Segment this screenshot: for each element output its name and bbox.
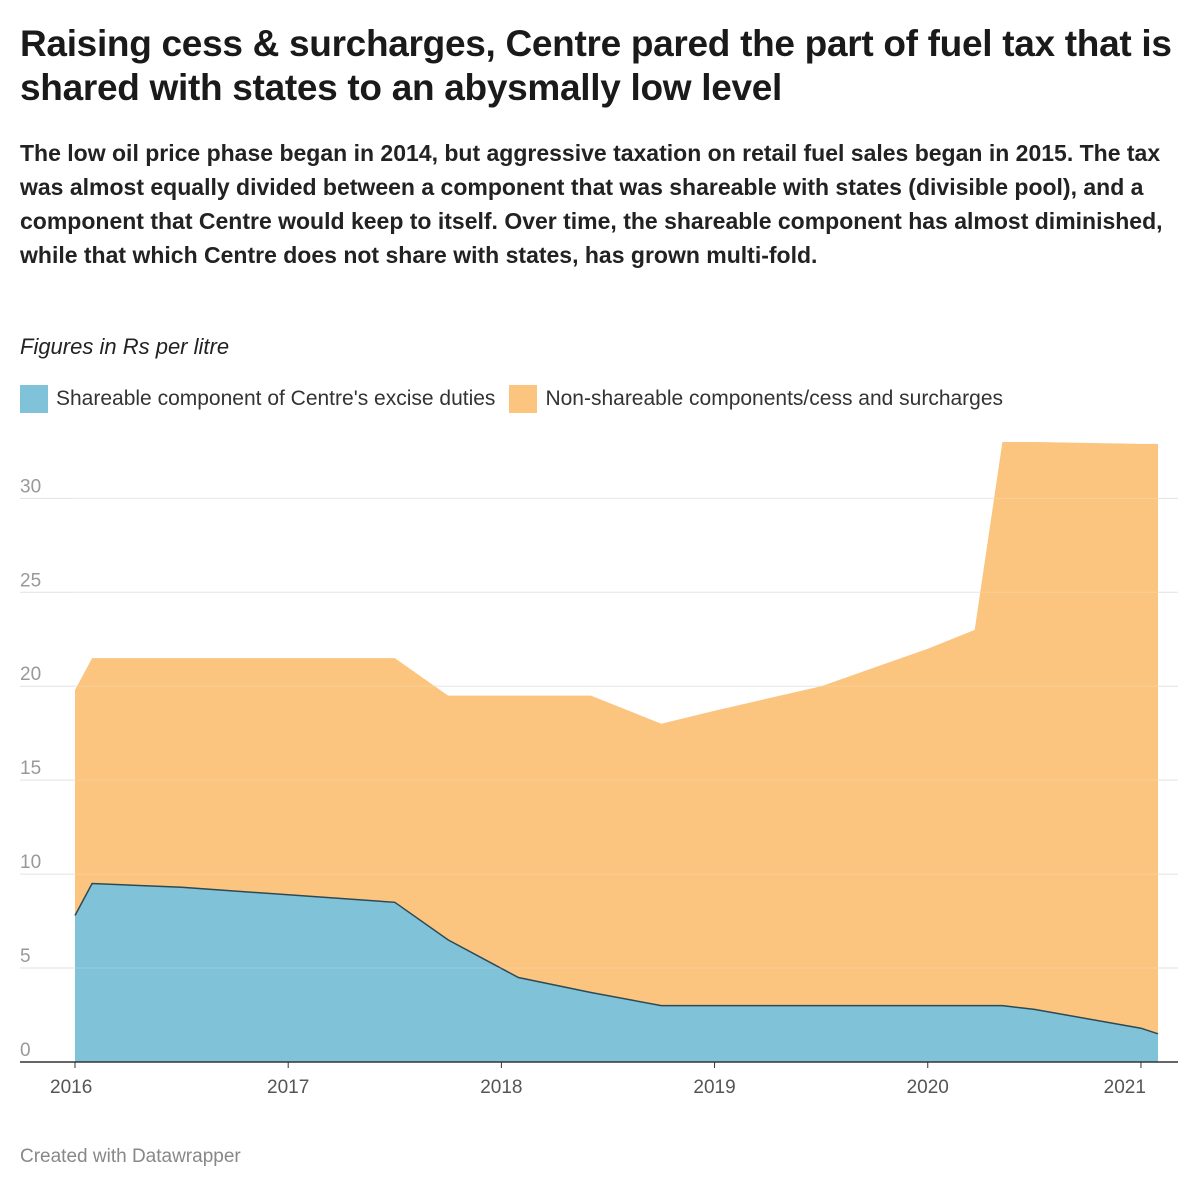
y-tick-label-10: 10 xyxy=(20,852,41,873)
legend-swatch-non-shareable xyxy=(509,385,538,413)
x-tick-label-2019: 2019 xyxy=(693,1077,735,1098)
area-shareable xyxy=(75,883,1158,1062)
legend-label-shareable: Shareable component of Centre's excise d… xyxy=(56,387,496,410)
axis-layer: 0 5 10 15 20 25 30 2016 2017 2018 2019 2020 2021 xyxy=(20,476,1178,1098)
x-tick-label-2021: 2021 xyxy=(1104,1077,1146,1098)
x-tick-label-2017: 2017 xyxy=(267,1077,309,1098)
legend-swatch-shareable xyxy=(20,385,48,413)
area-non-shareable xyxy=(75,442,1158,1034)
x-tick-label-2018: 2018 xyxy=(480,1077,522,1098)
y-tick-label-5: 5 xyxy=(20,946,31,967)
y-tick-label-15: 15 xyxy=(20,758,41,779)
chart-subtitle: The low oil price phase began in 2014, b… xyxy=(20,140,1163,268)
chart-legend: Shareable component of Centre's excise d… xyxy=(20,385,1017,413)
legend-item-shareable: Shareable component of Centre's excise d… xyxy=(20,385,495,413)
footer-credit: Created with Datawrapper xyxy=(20,1146,241,1167)
units-note: Figures in Rs per litre xyxy=(20,334,230,359)
legend-label-non-shareable: Non-shareable components/cess and surcha… xyxy=(545,387,1004,410)
chart-title: Raising cess & surcharges, Centre pared … xyxy=(20,23,1172,108)
area-layer xyxy=(74,442,1159,1062)
y-tick-label-0: 0 xyxy=(20,1040,31,1061)
legend-item-non-shareable: Non-shareable components/cess and surcha… xyxy=(509,385,1003,413)
line-shareable-top xyxy=(74,882,1159,1035)
y-tick-label-20: 20 xyxy=(20,664,41,685)
y-tick-label-25: 25 xyxy=(20,570,41,591)
x-tick-label-2016: 2016 xyxy=(50,1077,92,1098)
x-tick-label-2020: 2020 xyxy=(907,1077,949,1098)
y-tick-label-30: 30 xyxy=(20,476,41,497)
stacked-area-chart: 0 5 10 15 20 25 30 2016 2017 2018 2019 2020 2021 xyxy=(20,442,1178,1098)
